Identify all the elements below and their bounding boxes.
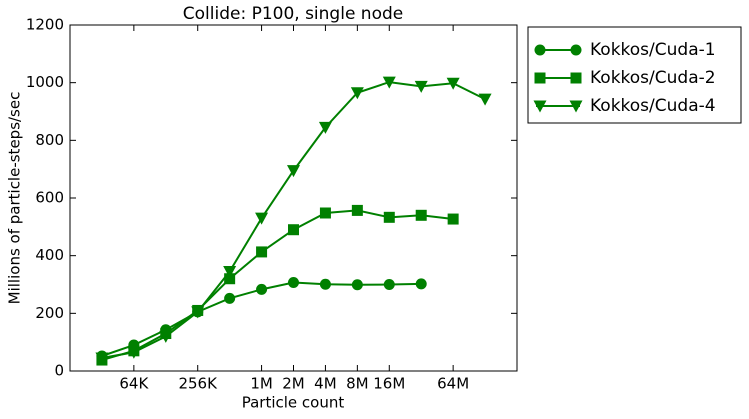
- y-tick-label: 400: [35, 246, 64, 264]
- x-tick-label: 1M: [250, 375, 273, 393]
- marker: [256, 283, 268, 295]
- y-tick-label: 800: [35, 131, 64, 149]
- legend-label: Kokkos/Cuda-1: [590, 40, 716, 60]
- legend-marker: [570, 44, 582, 56]
- x-axis-label: Particle count: [242, 394, 345, 412]
- marker: [223, 266, 237, 279]
- marker: [127, 346, 141, 359]
- x-tick-label: 64K: [119, 375, 149, 393]
- marker: [351, 204, 363, 216]
- legend-marker: [570, 72, 582, 84]
- y-tick-label: 1000: [26, 73, 64, 91]
- y-tick-label: 1200: [26, 16, 64, 34]
- marker: [287, 165, 300, 178]
- marker: [288, 224, 299, 236]
- marker: [350, 87, 364, 100]
- legend-marker: [569, 100, 583, 113]
- marker: [446, 77, 460, 90]
- marker: [319, 278, 331, 290]
- marker: [478, 93, 492, 106]
- series-line: [101, 81, 486, 360]
- plot-frame: [69, 24, 518, 372]
- marker: [415, 209, 427, 221]
- marker: [414, 80, 428, 93]
- marker: [318, 121, 332, 134]
- x-tick-label: 2M: [282, 375, 305, 393]
- marker: [256, 246, 268, 258]
- chart-title: Collide: P100, single node: [183, 4, 404, 24]
- y-tick-label: 600: [35, 189, 64, 207]
- x-tick-label: 64M: [437, 375, 469, 393]
- x-tick-label: 4M: [314, 375, 337, 393]
- legend-label: Kokkos/Cuda-4: [590, 96, 716, 116]
- legend-marker: [533, 100, 547, 113]
- x-tick-label: 256K: [178, 375, 218, 393]
- marker: [383, 279, 395, 290]
- marker: [288, 276, 299, 288]
- x-tick-label: 16M: [373, 375, 405, 393]
- marker: [95, 352, 109, 365]
- marker: [224, 273, 236, 285]
- marker: [159, 330, 173, 343]
- marker: [224, 292, 236, 304]
- marker: [383, 211, 395, 223]
- marker: [415, 278, 427, 290]
- marker: [191, 306, 205, 319]
- marker: [447, 213, 459, 225]
- legend-marker: [534, 44, 546, 56]
- y-axis-label: Millions of particle-steps/sec: [6, 92, 24, 305]
- marker: [255, 212, 269, 225]
- legend-marker: [534, 72, 546, 84]
- y-tick-label: 0: [54, 362, 64, 380]
- y-tick-label: 200: [35, 304, 64, 322]
- legend-label: Kokkos/Cuda-2: [590, 68, 716, 88]
- x-tick-label: 8M: [346, 375, 369, 393]
- marker: [382, 76, 396, 89]
- marker: [319, 207, 331, 219]
- marker: [351, 279, 363, 291]
